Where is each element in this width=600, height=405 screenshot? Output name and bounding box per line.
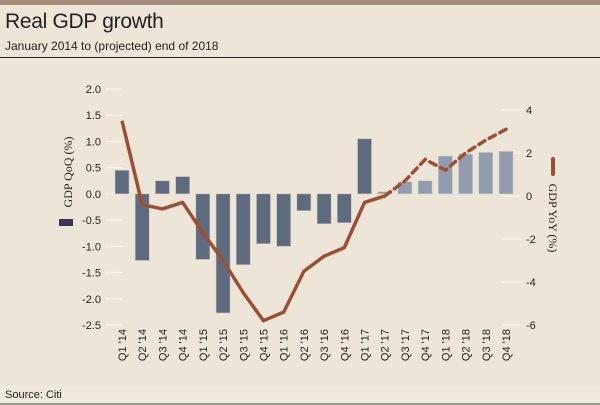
chart-title: Real GDP growth <box>5 10 164 33</box>
bottom-rule <box>0 403 600 405</box>
footer <box>0 385 600 403</box>
bar-9 <box>296 193 312 211</box>
x-tick-label: Q4 '16 <box>339 329 351 361</box>
top-accent-bar <box>0 0 600 5</box>
yoy-line-projected <box>382 127 508 198</box>
bar-8 <box>276 193 291 247</box>
x-tick-label: Q2 '15 <box>218 329 230 361</box>
bar-3 <box>175 176 190 195</box>
source-note: Source: Citi <box>5 389 62 401</box>
right-tick-label: -2 <box>526 234 536 246</box>
x-tick-label: Q2 '14 <box>137 329 149 361</box>
chart-subtitle: January 2014 to (projected) end of 2018 <box>5 39 219 53</box>
left-axis-label: GDP QoQ (%) <box>61 137 75 208</box>
x-tick-label: Q2 '16 <box>299 329 311 361</box>
bar-12 <box>357 138 372 195</box>
legend-bar-swatch <box>59 219 73 226</box>
x-tick-label: Q3 '14 <box>157 329 169 361</box>
left-tick-label: -2.0 <box>82 294 101 306</box>
bar-10 <box>316 193 332 225</box>
bar-15 <box>417 180 433 195</box>
bar-17 <box>458 153 473 195</box>
right-tick-label: 0 <box>526 191 532 203</box>
qoq-bars <box>114 138 514 314</box>
bar-19 <box>498 151 514 195</box>
left-tick-label: 0.0 <box>86 189 101 201</box>
x-axis-labels: Q1 '14 Q2 '14 Q3 '14 Q4 '14 Q1 '15 Q2 '15 Q3 '… <box>117 329 513 361</box>
right-axis-label: GDP YoY (%) <box>546 184 560 253</box>
bar-0 <box>114 170 130 195</box>
x-tick-label: Q4 '14 <box>178 329 190 361</box>
left-tick-label: 0.5 <box>86 163 101 175</box>
x-tick-label: Q4 '18 <box>501 329 513 361</box>
x-tick-label: Q4 '15 <box>258 329 270 361</box>
right-tick-label: -4 <box>526 277 536 289</box>
bar-4 <box>195 193 211 260</box>
x-tick-label: Q3 '15 <box>238 329 250 361</box>
left-tick-label: -1.5 <box>82 268 101 280</box>
bar-7 <box>256 193 271 244</box>
bar-1 <box>134 193 150 261</box>
right-tick-label: 4 <box>526 105 532 117</box>
x-tick-label: Q3 '17 <box>400 329 412 361</box>
left-tick-label: -2.5 <box>82 320 101 332</box>
bar-18 <box>478 152 494 195</box>
yoy-line <box>120 120 508 323</box>
x-tick-label: Q1 '14 <box>117 329 129 361</box>
left-tick-label: 2.0 <box>86 84 101 96</box>
x-tick-label: Q1 '17 <box>360 329 372 361</box>
left-tick-label: 1.5 <box>86 110 101 122</box>
left-axis: 2.0 1.5 1.0 0.5 0.0 -0.5 -1.0 -1.5 -2.0 -2.5 <box>82 84 123 332</box>
left-tick-label: 1.0 <box>86 136 101 148</box>
yoy-line-actual <box>120 120 386 323</box>
x-tick-label: Q3 '18 <box>481 329 493 361</box>
right-tick-label: 2 <box>526 148 532 160</box>
x-tick-label: Q3 '16 <box>319 329 331 361</box>
x-tick-label: Q2 '17 <box>380 329 392 361</box>
header-divider <box>0 57 600 58</box>
gdp-chart: 2.0 1.5 1.0 0.5 0.0 -0.5 -1.0 -1.5 -2.0 -2.5 4 2 0 -… <box>59 84 560 361</box>
x-tick-label: Q1 '15 <box>198 329 210 361</box>
bar-16 <box>438 155 453 195</box>
bar-2 <box>155 180 170 195</box>
left-tick-label: -1.0 <box>82 241 101 253</box>
bar-11 <box>337 193 352 223</box>
left-tick-label: -0.5 <box>82 215 101 227</box>
x-tick-label: Q4 '17 <box>420 329 432 361</box>
right-tick-label: -6 <box>526 320 536 332</box>
x-tick-label: Q1 '16 <box>279 329 291 361</box>
x-tick-label: Q1 '18 <box>440 329 452 361</box>
x-tick-label: Q2 '18 <box>461 329 473 361</box>
bar-6 <box>236 193 251 265</box>
right-axis: 4 2 0 -2 -4 -6 <box>502 105 536 332</box>
